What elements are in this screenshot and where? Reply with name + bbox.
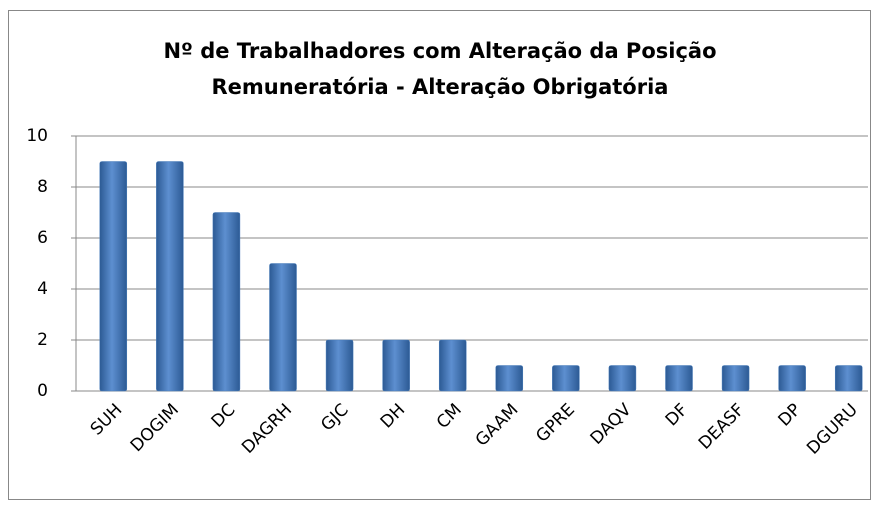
- bar: [834, 365, 863, 392]
- y-tick-label: 4: [37, 279, 48, 299]
- bar: [325, 339, 354, 392]
- bar: [269, 263, 297, 392]
- y-tick-label: 10: [26, 126, 48, 146]
- bar: [438, 339, 467, 392]
- bar: [665, 365, 693, 392]
- chart-border: [8, 10, 871, 500]
- y-tick-label: 8: [37, 177, 48, 197]
- y-tick-label: 6: [37, 228, 48, 248]
- bar: [608, 365, 637, 392]
- bar: [778, 365, 806, 392]
- chart-title: Nº de Trabalhadores com Alteração da Pos…: [163, 39, 716, 63]
- chart-title: Remuneratória - Alteração Obrigatória: [212, 75, 669, 99]
- bar: [382, 339, 410, 392]
- y-tick-label: 2: [37, 330, 48, 350]
- bar: [552, 365, 580, 392]
- bar: [495, 365, 524, 392]
- bar: [212, 212, 241, 392]
- bar: [156, 161, 184, 392]
- bar: [721, 365, 750, 392]
- y-tick-label: 0: [37, 381, 48, 401]
- bar: [99, 161, 128, 392]
